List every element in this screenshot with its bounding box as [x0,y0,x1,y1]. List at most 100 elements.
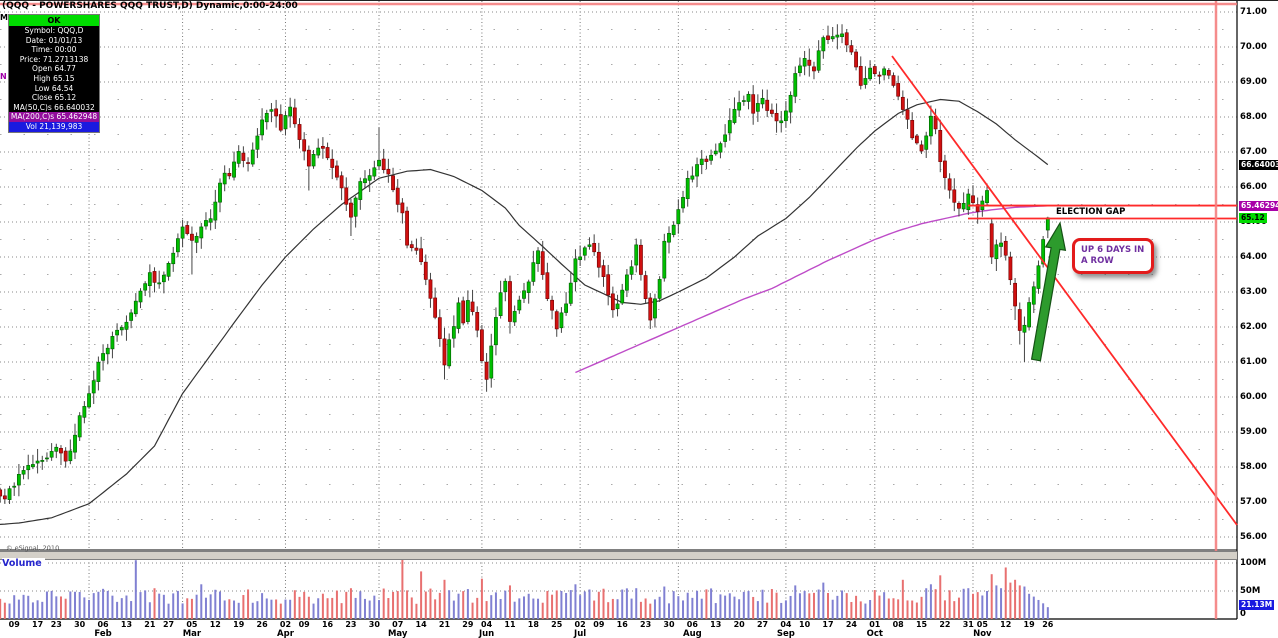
date-tick: 21 [144,620,156,629]
volume-bar [812,592,815,619]
volume-bar [452,600,455,619]
volume-bar [111,595,114,619]
candle-up [176,238,180,253]
date-tick: 09 [8,620,20,629]
volume-bar [233,600,236,619]
candle-down [405,210,409,246]
candle-down [606,274,611,296]
crosshair-data-window[interactable]: OK Symbol: QQQ,D Date: 01/01/13 Time: 00:0… [8,14,100,133]
volume-bar [873,590,876,619]
volume-bar [354,597,357,619]
month-label: Nov [973,629,992,638]
volume-bar [17,599,20,619]
date-tick: 23 [640,620,652,629]
candle-down [844,32,849,46]
volume-bar [251,602,254,619]
data-window-header[interactable]: OK [9,15,99,26]
date-tick: 15 [915,620,928,629]
candle-down [325,147,330,159]
volume-bar [971,593,974,619]
volume-bar [392,591,395,619]
candle-up [755,103,760,112]
volume-bar [817,589,820,619]
volume-bar [658,596,661,619]
volume-bar [148,602,151,619]
date-tick: 19 [233,620,245,629]
candle-up [863,78,868,85]
candle-up [35,460,40,464]
candle-up [671,224,676,235]
date-tick: 24 [845,620,857,629]
price-tick: 70.00 [1240,42,1267,52]
volume-bar [102,588,105,619]
candle-up [21,470,26,475]
volume-bar [195,594,198,619]
volume-bar [639,601,642,619]
candle-up [264,112,269,123]
candle-up [494,317,498,346]
volume-bar [78,591,81,619]
candle-up [218,182,222,203]
volume-bar [420,571,423,619]
date-tick: 06 [97,620,109,629]
volume-bar [359,591,362,619]
candle-down [349,202,353,218]
volume-bar [1042,603,1045,619]
volume-bar [691,597,694,619]
candle-down [508,281,512,322]
data-window-row: High 65.15 [9,73,99,84]
volume-bar [116,601,119,619]
candle-up [741,100,746,102]
data-window-row: MA(200,C)s 65.462948 [9,112,99,122]
pane-divider[interactable] [0,551,1237,560]
candle-up [517,299,522,311]
clipped-indicator-label-ma200: N [0,72,7,81]
candle-up [16,474,21,486]
volume-bar [986,591,989,619]
candle-down [0,489,3,497]
data-window-row: Symbol: QQQ,D [9,26,99,36]
volume-bar [756,601,759,619]
candle-up [288,106,293,117]
candle-down [400,202,405,214]
volume-bar [724,595,727,619]
volume-bar [13,595,16,619]
candle-down [957,203,961,209]
volume-bar [499,598,502,619]
volume-bar [579,595,582,619]
data-window-row: Price: 71.2713138 [9,54,99,65]
ma200-line [575,205,1048,374]
price-marker-label: 66.640032 [1239,160,1278,170]
candle-down [751,94,756,114]
candle-up [311,154,316,167]
volume-bar [345,591,348,619]
candle-up [45,457,49,460]
volume-bar [1009,582,1012,619]
candle-down [278,114,283,131]
candle-up [367,175,372,181]
volume-bar [218,591,221,619]
candle-up [690,175,695,180]
volume-bar [298,596,301,619]
data-window-row: Close 65.12 [9,93,99,103]
candle-down [330,158,335,168]
volume-bar [256,601,259,619]
volume-bar [616,599,619,619]
clipped-indicator-label-ma50: M [0,13,8,22]
candle-down [59,448,63,454]
volume-bar [153,588,156,619]
date-tick: 17 [32,620,44,629]
month-label: Oct [866,629,883,638]
candle-down [302,139,307,152]
price-tick: 60.00 [1240,392,1267,402]
volume-bar [490,595,493,619]
candle-down [190,233,194,241]
volume-bar [696,590,699,619]
volume-bar [523,596,526,619]
volume-bar [480,578,483,619]
candle-up [236,151,241,164]
volume-bar [139,592,142,619]
candle-down [433,297,438,318]
candle-up [49,451,54,458]
